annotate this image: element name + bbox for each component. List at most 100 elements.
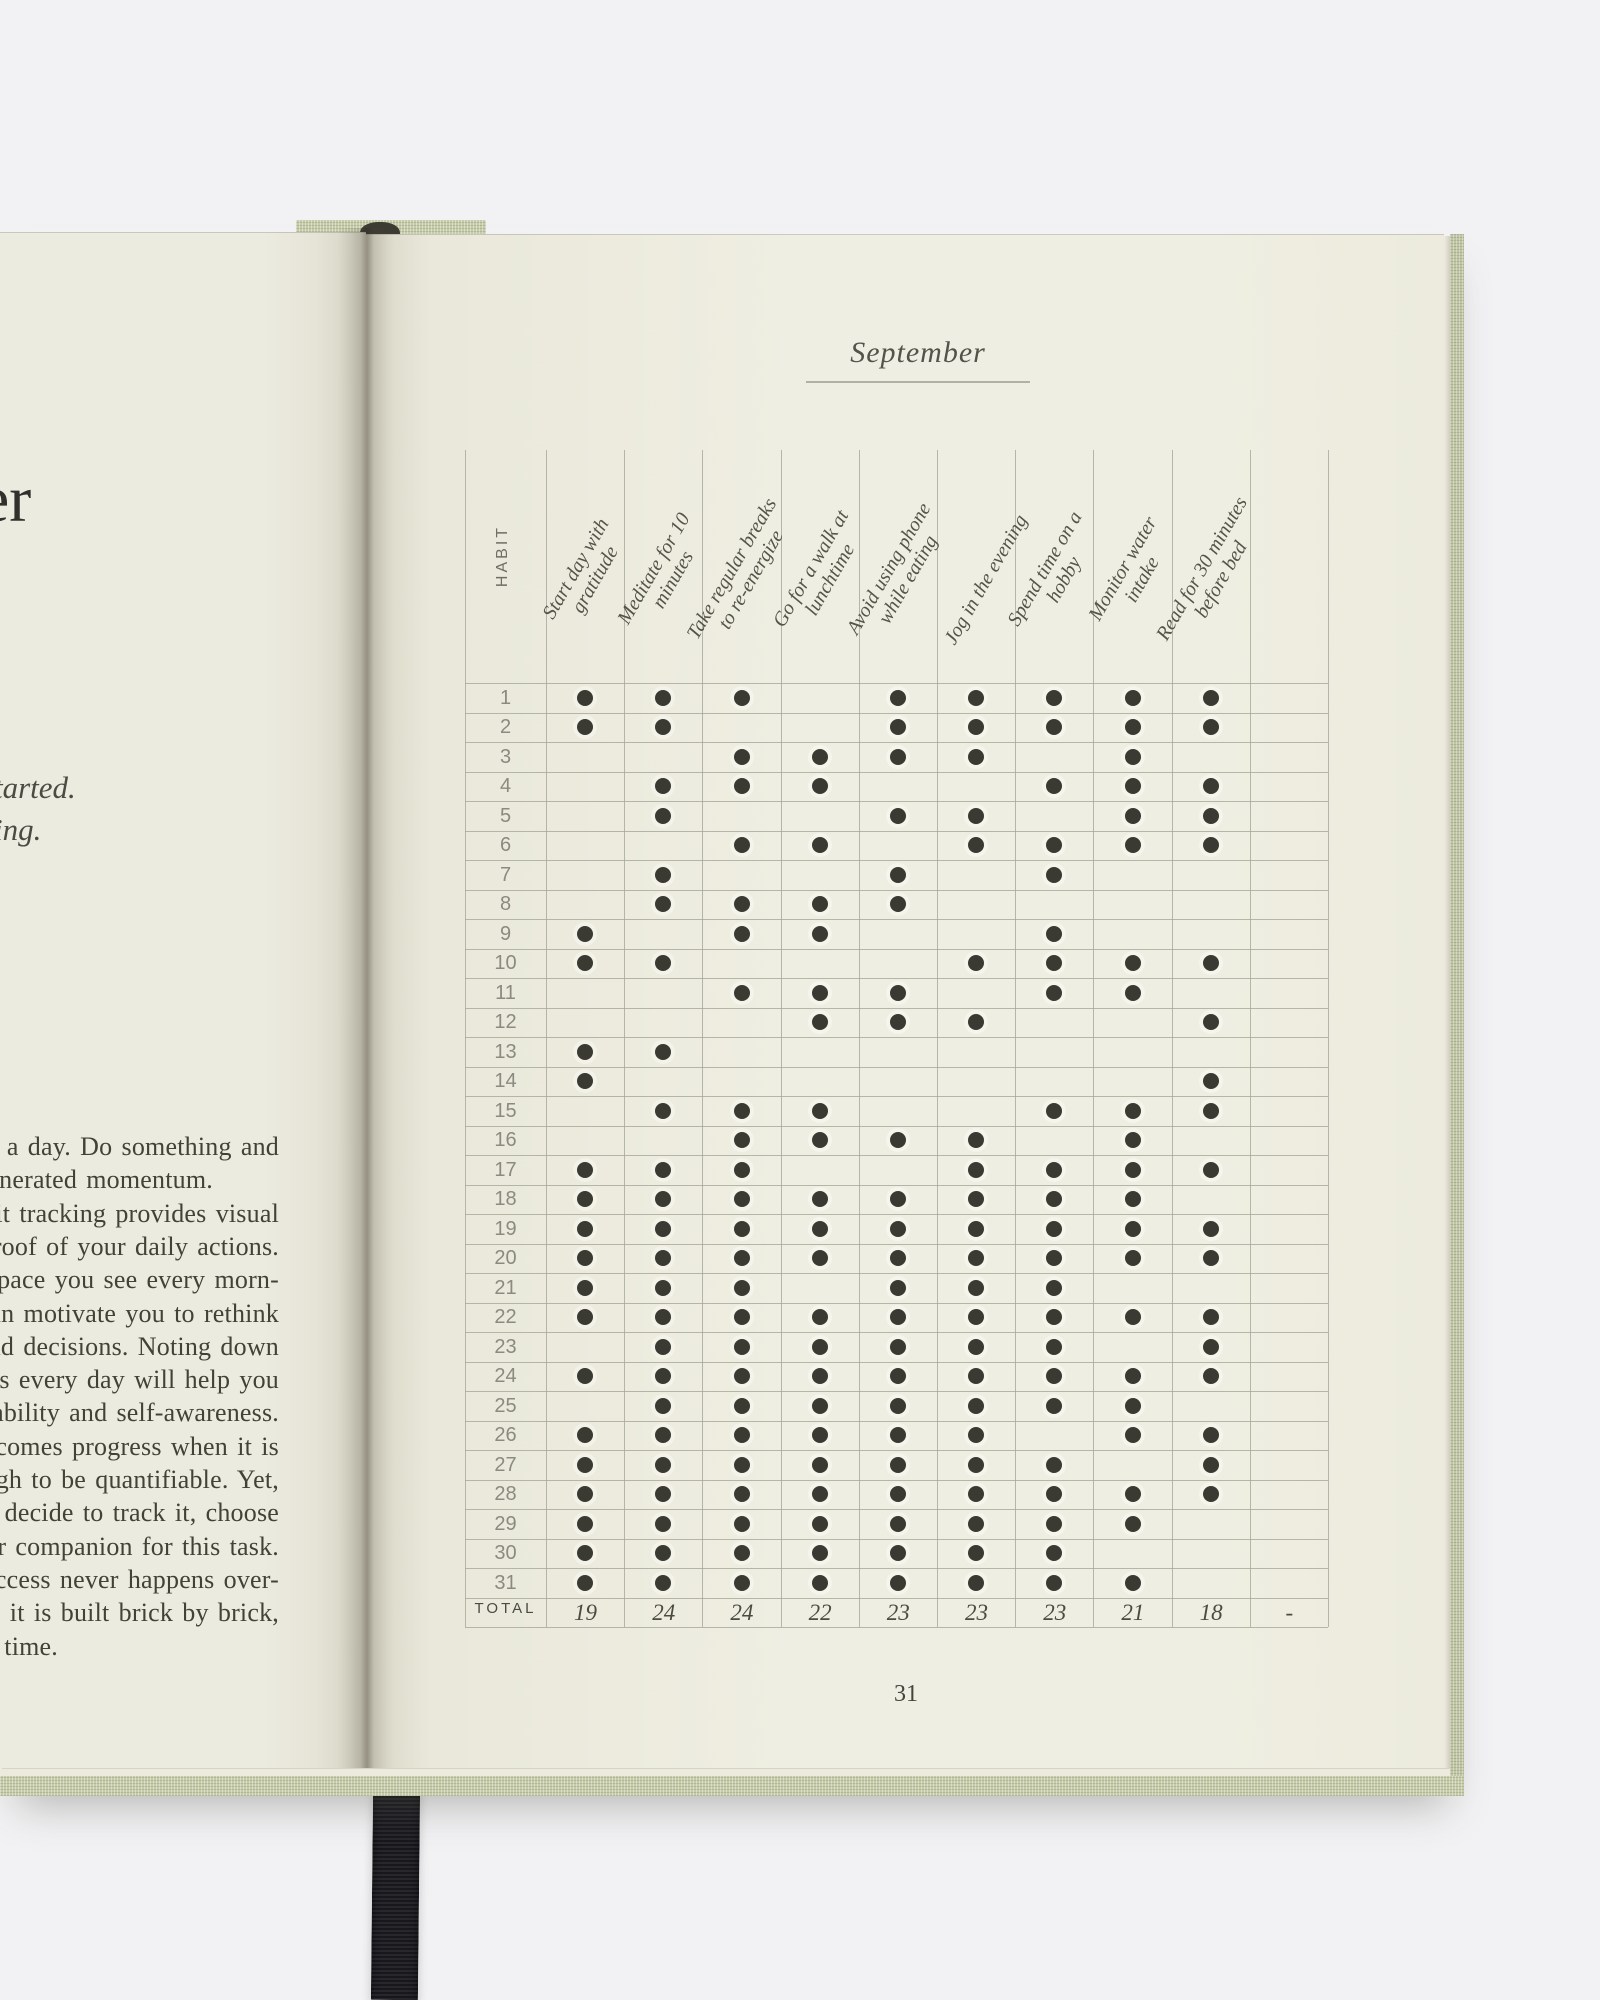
habit-dot [1046,1250,1063,1267]
habit-dot [577,1279,594,1296]
grid-line-horizontal [465,830,1328,832]
habit-dot [968,1574,985,1591]
day-number: 14 [494,1070,517,1092]
grid-line-horizontal [465,860,1328,861]
page-number: 31 [894,1681,918,1707]
habit-dot [1202,1486,1219,1503]
paragraph-line: ur companion for this task. [0,1531,279,1561]
habit-dot [655,1043,672,1060]
habit-dot [968,807,985,824]
habit-dot [733,1545,750,1562]
grid-line-horizontal [465,1479,1328,1481]
habit-dot [1124,807,1141,824]
habit-dot [889,719,906,736]
total-value: - [1285,1599,1294,1625]
habit-dot [1124,719,1141,736]
habit-dot [811,896,828,913]
habit-dot [655,1486,672,1503]
day-number: 9 [499,922,512,945]
grid-line-horizontal [465,1302,1328,1304]
habit-dot [1202,807,1219,824]
day-number: 4 [499,775,512,797]
habit-dot [968,1427,985,1444]
day-number: 23 [494,1335,517,1358]
grid-line-horizontal [465,683,1328,684]
grid-line-horizontal [465,1125,1328,1127]
grid-line-vertical [1015,450,1017,1627]
habit-dot [1202,1456,1219,1473]
habit-dot [889,748,906,765]
habit-dot [577,1456,594,1473]
total-value: 23 [1043,1599,1067,1625]
month-title-underline [806,381,1030,383]
habit-dot [1046,1102,1063,1119]
habit-dot [968,1279,985,1296]
habit-dot [655,1220,672,1237]
habit-dot [655,1397,672,1414]
day-number: 6 [499,834,512,856]
grid-line-horizontal [465,1420,1328,1422]
habit-dot [968,1368,985,1385]
habit-dot [889,1397,906,1414]
habit-dot [733,1368,750,1385]
day-number: 20 [494,1247,517,1269]
grid-line-horizontal [465,919,1328,920]
habit-dot [811,1486,828,1503]
grid-line-vertical [937,450,938,1627]
habit-dot [968,837,985,854]
total-value: 24 [730,1599,754,1625]
habit-dot [577,1043,594,1060]
habit-dot [733,1515,750,1532]
habit-dot [889,984,906,1001]
page-block-edge [1444,236,1450,1774]
page-bottom-edge [2,1768,1450,1777]
habit-dot [811,1368,828,1385]
habit-dot [1202,1161,1219,1178]
habit-dot [1124,748,1141,765]
habit-dot [577,689,594,706]
habit-dot [1124,1132,1141,1149]
habit-dot [1124,778,1141,795]
left-page [0,232,366,1777]
habit-dot [1124,1486,1141,1503]
paragraph-line: success never happens over- [0,1564,279,1594]
habit-dot [1046,689,1063,706]
paragraph-line: nerated momentum. [0,1165,213,1195]
habit-dot [968,719,985,736]
habit-dot [1046,778,1063,795]
habit-dot [1124,1427,1141,1444]
habit-dot [733,1102,750,1119]
grid-line-vertical [1171,450,1173,1627]
habit-dot [889,1132,906,1149]
habit-dot [577,1161,594,1178]
grid-line-vertical [780,450,782,1627]
habit-dot [733,748,750,765]
habit-dot [889,1456,906,1473]
grid-line-horizontal [465,1184,1328,1186]
grid-line-horizontal [465,1155,1328,1156]
habit-dot [1124,1102,1141,1119]
paragraph-line: ges every day will help you [0,1365,279,1395]
habit-dot [577,925,594,942]
habit-dot [1202,778,1219,795]
habit-dot [1046,1515,1063,1532]
habit-dot [1202,1220,1219,1237]
grid-line-horizontal [465,1096,1328,1097]
habit-dot [1124,1515,1141,1532]
habit-dot [655,1456,672,1473]
habit-dot [811,1574,828,1591]
habit-dot [889,1220,906,1237]
grid-line-vertical [546,450,547,1627]
habit-dot [968,1309,985,1326]
total-value: 23 [965,1599,988,1625]
day-number: 21 [494,1276,517,1299]
day-number: 27 [494,1453,517,1476]
book-cover-bottom-edge [0,1776,1464,1796]
intro-line-fragment: ing. [0,812,42,847]
habit-dot [655,719,672,736]
habit-dot [733,1427,750,1444]
habit-dot [968,1220,985,1237]
day-number: 1 [499,686,512,709]
habit-dot [968,1545,985,1562]
